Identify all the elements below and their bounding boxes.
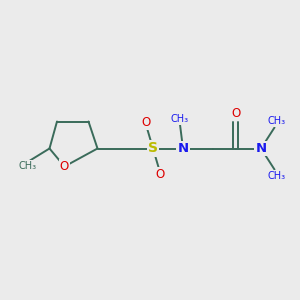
- Text: S: S: [148, 142, 158, 155]
- Text: O: O: [231, 106, 240, 120]
- Text: N: N: [177, 142, 189, 155]
- Text: CH₃: CH₃: [268, 171, 286, 181]
- Text: O: O: [60, 160, 69, 173]
- Text: CH₃: CH₃: [19, 160, 37, 171]
- Text: CH₃: CH₃: [268, 116, 286, 126]
- Text: O: O: [141, 116, 150, 130]
- Text: N: N: [255, 142, 267, 155]
- Text: CH₃: CH₃: [171, 114, 189, 124]
- Text: O: O: [156, 167, 165, 181]
